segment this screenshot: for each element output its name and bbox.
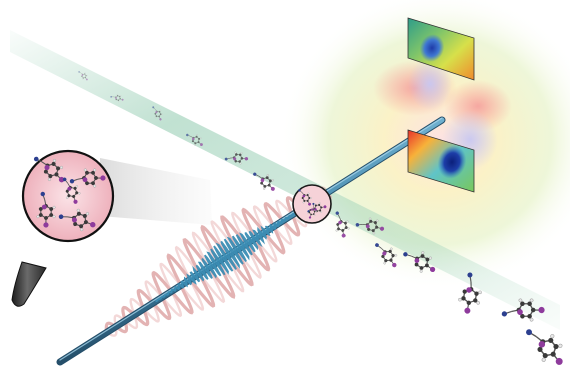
molecule-icon: [253, 172, 275, 191]
molecule-icon: [335, 211, 350, 238]
molecule-icon: [298, 189, 312, 206]
molecule-icon: [78, 71, 88, 81]
molecule-icon: [501, 298, 545, 322]
molecule-icon: [69, 168, 106, 188]
molecule-icon: [186, 133, 203, 147]
molecule-icon: [224, 151, 249, 165]
detector-screen-bottom: [407, 129, 475, 193]
molecule-icon: [33, 156, 65, 183]
pump-pulse-wave: [104, 186, 332, 337]
molecule-icon: [110, 93, 124, 103]
field-lobe-blue-top: [408, 58, 452, 110]
molecule-icon: [36, 191, 56, 228]
molecule-icon: [403, 251, 436, 273]
molecule-icon: [526, 329, 563, 365]
molecule-stream: [78, 71, 563, 365]
detector-screen-top: [407, 17, 475, 81]
magnifying-glass-icon: [11, 149, 115, 307]
molecule-icon: [62, 177, 81, 204]
molecule-icon: [307, 202, 317, 219]
magnifier-cone: [100, 158, 212, 225]
molecule-icon: [58, 208, 96, 232]
molecule-icon: [355, 217, 385, 235]
interaction-zoom-circle: [292, 184, 332, 224]
probe-pulse-wave: [155, 208, 302, 303]
molecule-icon: [458, 272, 482, 314]
molecule-icon: [375, 243, 398, 268]
molecule-icon: [152, 106, 163, 121]
